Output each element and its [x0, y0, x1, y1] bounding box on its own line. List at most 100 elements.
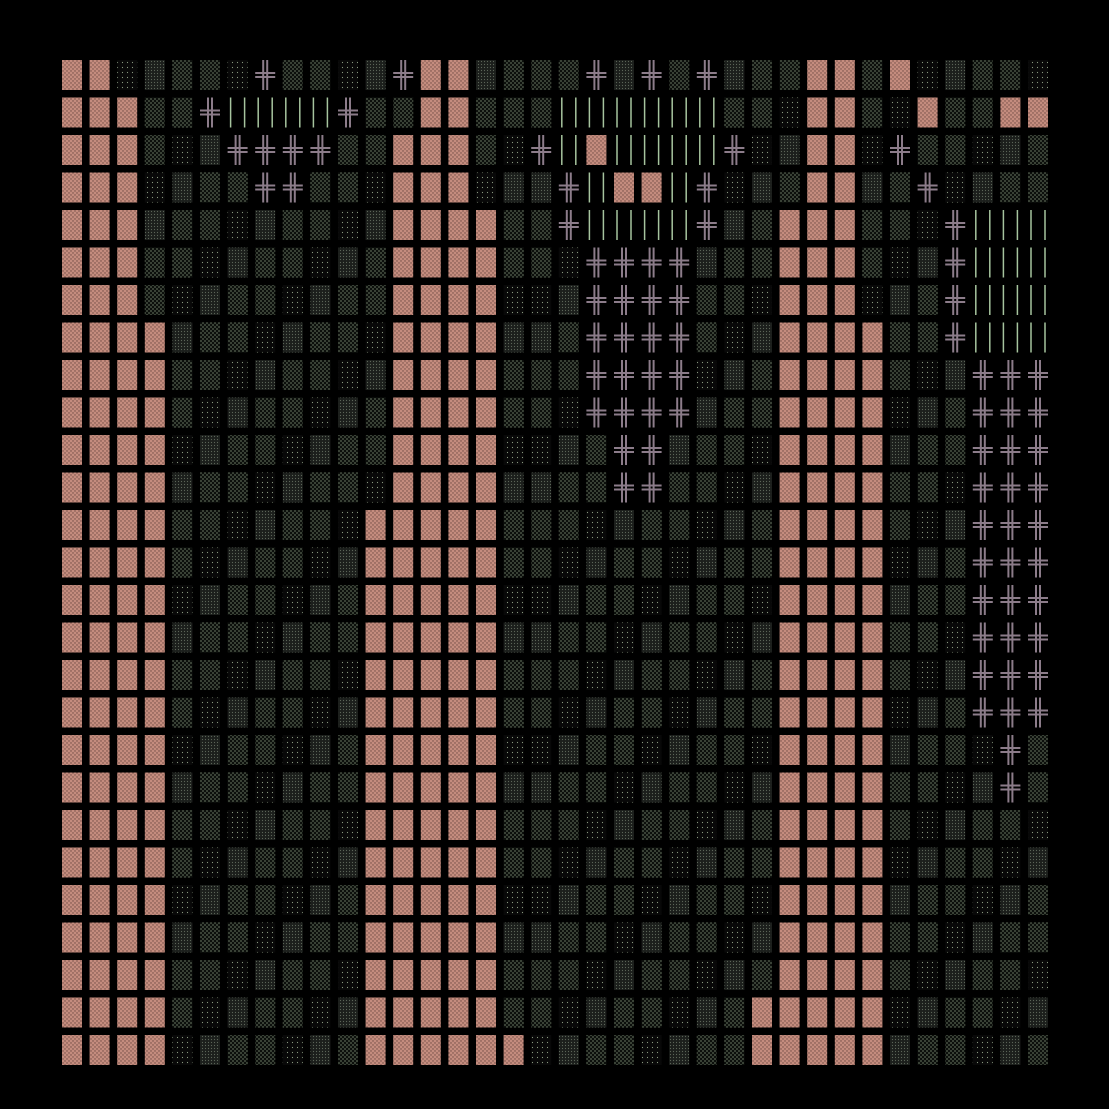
dotted-cell — [724, 97, 745, 128]
grey-cell — [696, 997, 717, 1028]
dotted-cell — [917, 622, 938, 653]
pink-cell — [862, 322, 883, 353]
grey-cell — [945, 60, 966, 90]
pink-cell — [117, 135, 138, 165]
dotted-cell — [724, 847, 745, 878]
dotted-cell — [172, 960, 193, 990]
pink-cell — [779, 810, 800, 840]
dotted-cell — [752, 210, 772, 240]
grey-cell — [1000, 135, 1021, 165]
dotted-cell — [614, 735, 634, 765]
pink-cell — [62, 210, 82, 240]
dark-cell — [586, 660, 607, 690]
dotted-cell — [558, 472, 579, 503]
grey-cell — [310, 885, 331, 915]
pink-cell — [807, 885, 828, 915]
dotted-cell — [669, 472, 690, 503]
dotted-cell — [586, 922, 607, 953]
dotted-cell — [172, 97, 193, 128]
pink-cell — [393, 922, 414, 953]
dark-cell — [531, 285, 552, 315]
dotted-cell — [282, 60, 303, 90]
grey-cell — [696, 397, 717, 428]
pink-cell — [448, 510, 469, 540]
dotted-cell — [696, 1035, 717, 1065]
pink-cell — [117, 960, 138, 990]
dotted-cell — [172, 697, 193, 728]
dotted-cell — [503, 247, 524, 278]
pink-cell — [476, 697, 496, 728]
grey-cell — [558, 735, 579, 765]
dotted-cell — [586, 1035, 607, 1065]
dotted-cell — [531, 247, 552, 278]
dark-cell — [172, 435, 193, 465]
dotted-cell — [945, 1035, 966, 1065]
pink-cell — [917, 97, 938, 128]
dark-cell — [503, 735, 524, 765]
dotted-cell — [614, 1035, 634, 1065]
pink-cell — [476, 922, 496, 953]
pink-cell — [117, 472, 138, 503]
dark-cell — [338, 960, 358, 990]
pink-cell — [779, 435, 800, 465]
pink-cell — [807, 922, 828, 953]
dark-cell — [503, 585, 524, 615]
pink-cell — [117, 172, 138, 203]
grey-cell — [752, 772, 772, 803]
dotted-cell — [586, 435, 607, 465]
grey-cell — [255, 960, 276, 990]
grey-cell — [200, 135, 220, 165]
grey-cell — [200, 735, 220, 765]
pink-cell — [89, 922, 110, 953]
pink-cell — [476, 547, 496, 578]
dotted-cell — [945, 547, 966, 578]
grey-cell — [614, 510, 634, 540]
dotted-cell — [338, 735, 358, 765]
dark-cell — [200, 697, 220, 728]
dotted-cell — [752, 960, 772, 990]
dotted-cell — [338, 285, 358, 315]
grey-cell — [227, 697, 248, 728]
dotted-cell — [227, 435, 248, 465]
dark-cell — [310, 697, 331, 728]
dotted-cell — [338, 585, 358, 615]
dotted-cell — [282, 960, 303, 990]
grey-cell — [227, 847, 248, 878]
grey-cell — [558, 585, 579, 615]
dark-cell — [227, 660, 248, 690]
dotted-cell — [779, 60, 800, 90]
dotted-cell — [917, 285, 938, 315]
dotted-cell — [724, 697, 745, 728]
pink-cell — [807, 735, 828, 765]
pink-cell — [807, 997, 828, 1028]
dotted-cell — [172, 847, 193, 878]
dotted-cell — [531, 960, 552, 990]
dotted-cell — [310, 172, 331, 203]
grey-cell — [917, 397, 938, 428]
dotted-cell — [338, 435, 358, 465]
grey-cell — [558, 285, 579, 315]
grey-cell — [669, 885, 690, 915]
dotted-cell — [503, 847, 524, 878]
pink-cell — [862, 660, 883, 690]
dotted-cell — [282, 360, 303, 390]
dotted-cell — [558, 510, 579, 540]
dotted-cell — [586, 585, 607, 615]
pink-cell — [779, 697, 800, 728]
dark-cell — [972, 885, 993, 915]
dotted-cell — [282, 997, 303, 1028]
pink-cell — [420, 322, 441, 353]
pink-cell — [807, 135, 828, 165]
dotted-cell — [752, 697, 772, 728]
grey-cell — [558, 435, 579, 465]
grey-cell — [1000, 885, 1021, 915]
dotted-cell — [476, 97, 496, 128]
dark-cell — [972, 1035, 993, 1065]
pink-cell — [117, 810, 138, 840]
dotted-cell — [255, 697, 276, 728]
dotted-cell — [531, 847, 552, 878]
pink-cell — [62, 847, 82, 878]
pink-cell — [448, 360, 469, 390]
grey-cell — [972, 772, 993, 803]
